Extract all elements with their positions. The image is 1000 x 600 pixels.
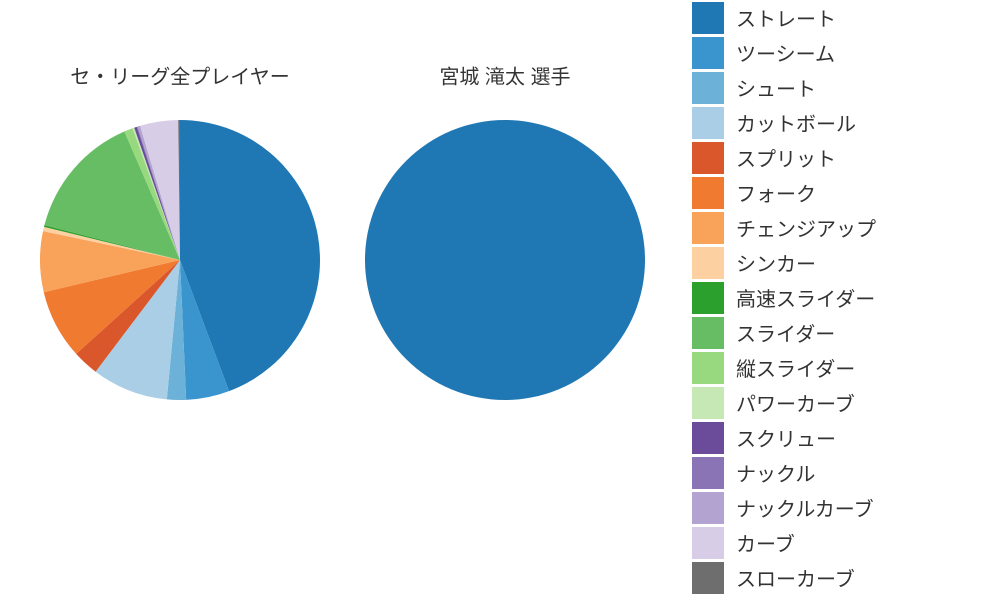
legend-swatch bbox=[692, 107, 724, 139]
legend-label: スクリュー bbox=[736, 423, 836, 452]
legend-item: スプリット bbox=[692, 140, 982, 175]
legend-item: シンカー bbox=[692, 245, 982, 280]
legend-item: 高速スライダー bbox=[692, 280, 982, 315]
legend-item: ストレート bbox=[692, 0, 982, 35]
legend-item: チェンジアップ bbox=[692, 210, 982, 245]
legend-label: チェンジアップ bbox=[736, 213, 876, 242]
legend-item: カットボール bbox=[692, 105, 982, 140]
legend-swatch bbox=[692, 72, 724, 104]
legend-item: スクリュー bbox=[692, 420, 982, 455]
legend-swatch bbox=[692, 212, 724, 244]
legend-label: スライダー bbox=[736, 318, 835, 347]
legend-item: パワーカーブ bbox=[692, 385, 982, 420]
legend-swatch bbox=[692, 387, 724, 419]
legend-swatch bbox=[692, 2, 724, 34]
legend-item: ナックル bbox=[692, 455, 982, 490]
pie-slice bbox=[365, 120, 645, 400]
legend-swatch bbox=[692, 457, 724, 489]
legend-label: ストレート bbox=[736, 3, 836, 32]
legend-label: フォーク bbox=[736, 178, 816, 207]
legend-swatch bbox=[692, 37, 724, 69]
legend-swatch bbox=[692, 562, 724, 594]
player-chart-title: 宮城 滝太 選手 bbox=[439, 61, 570, 90]
legend-swatch bbox=[692, 352, 724, 384]
legend-swatch bbox=[692, 317, 724, 349]
legend-label: シュート bbox=[736, 73, 816, 102]
legend-label: カットボール bbox=[736, 108, 856, 137]
legend-label: スローカーブ bbox=[736, 563, 855, 592]
league-pie bbox=[38, 118, 322, 402]
legend-swatch bbox=[692, 527, 724, 559]
legend-label: ナックルカーブ bbox=[736, 493, 874, 522]
legend-item: ナックルカーブ bbox=[692, 490, 982, 525]
legend-item: シュート bbox=[692, 70, 982, 105]
legend-swatch bbox=[692, 142, 724, 174]
legend-label: ツーシーム bbox=[736, 38, 835, 67]
player-pie bbox=[363, 118, 647, 402]
legend-label: 高速スライダー bbox=[736, 283, 875, 312]
league-chart-title: セ・リーグ全プレイヤー bbox=[70, 61, 289, 90]
legend-swatch bbox=[692, 282, 724, 314]
legend: ストレートツーシームシュートカットボールスプリットフォークチェンジアップシンカー… bbox=[692, 0, 982, 595]
legend-item: ツーシーム bbox=[692, 35, 982, 70]
legend-label: カーブ bbox=[736, 528, 795, 557]
legend-item: スライダー bbox=[692, 315, 982, 350]
legend-item: カーブ bbox=[692, 525, 982, 560]
legend-label: パワーカーブ bbox=[736, 388, 855, 417]
legend-item: フォーク bbox=[692, 175, 982, 210]
legend-label: シンカー bbox=[736, 248, 816, 277]
legend-swatch bbox=[692, 492, 724, 524]
legend-item: スローカーブ bbox=[692, 560, 982, 595]
legend-swatch bbox=[692, 422, 724, 454]
legend-item: 縦スライダー bbox=[692, 350, 982, 385]
legend-swatch bbox=[692, 177, 724, 209]
legend-swatch bbox=[692, 247, 724, 279]
legend-label: スプリット bbox=[736, 143, 836, 172]
legend-label: 縦スライダー bbox=[736, 353, 855, 382]
legend-label: ナックル bbox=[736, 458, 815, 487]
